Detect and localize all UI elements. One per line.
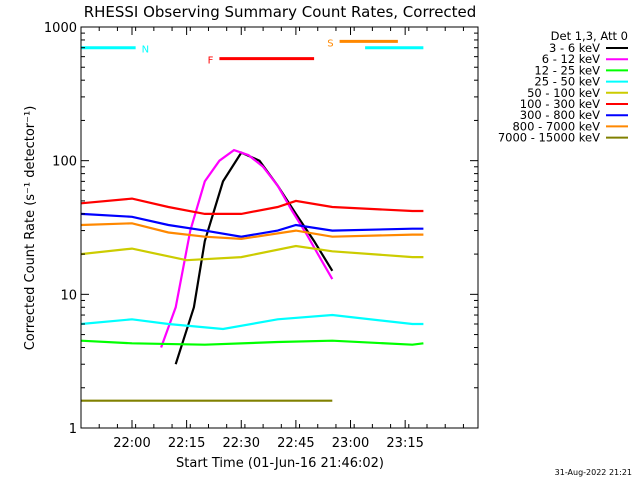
series-line-2 bbox=[80, 339, 424, 346]
legend-label-1: 6 - 12 keV bbox=[542, 52, 600, 66]
x-tick-label-3: 22:45 bbox=[277, 436, 314, 451]
series-line-1 bbox=[160, 148, 334, 348]
series-line-3 bbox=[80, 313, 424, 331]
legend-label-2: 12 - 25 keV bbox=[534, 63, 600, 77]
chart-title: RHESSI Observing Summary Count Rates, Co… bbox=[84, 3, 477, 21]
y-axis: 1 10 100 1000 bbox=[44, 21, 478, 437]
annotation-label-0: N bbox=[142, 45, 149, 56]
legend-label-6: 300 - 800 keV bbox=[520, 108, 600, 122]
x-tick-label-1: 22:15 bbox=[168, 436, 205, 451]
series-line-6 bbox=[80, 212, 424, 238]
series-line-5 bbox=[80, 197, 424, 215]
legend-label-8: 7000 - 15000 keV bbox=[498, 131, 600, 145]
legend-label-7: 800 - 7000 keV bbox=[512, 119, 600, 133]
legend-label-5: 100 - 300 keV bbox=[520, 97, 600, 111]
footer-date: 31-Aug-2022 21:21 bbox=[555, 468, 632, 477]
legend-label-4: 50 - 100 keV bbox=[527, 86, 600, 100]
legend-label-3: 25 - 50 keV bbox=[534, 75, 600, 89]
x-tick-label-0: 22:00 bbox=[113, 436, 150, 451]
series-line-7 bbox=[80, 222, 424, 241]
x-tick-label-4: 23:00 bbox=[332, 436, 369, 451]
x-tick-label-5: 23:15 bbox=[386, 436, 423, 451]
legend-label-0: 3 - 6 keV bbox=[549, 41, 600, 55]
x-axis-label: Start Time (01-Jun-16 21:46:02) bbox=[176, 456, 384, 471]
y-tick-label-3: 1000 bbox=[44, 21, 77, 36]
y-tick-label-0: 1 bbox=[69, 422, 77, 437]
annotation-label-1: F bbox=[208, 56, 214, 67]
x-tick-label-2: 22:30 bbox=[223, 436, 260, 451]
x-axis: 22:00 22:15 22:30 22:45 23:00 23:15 bbox=[80, 27, 464, 451]
annotation-label-2: S bbox=[327, 38, 333, 49]
plot-area: N F S bbox=[80, 38, 424, 402]
y-tick-label-1: 10 bbox=[60, 288, 77, 303]
series-line-4 bbox=[80, 244, 424, 262]
legend-title: Det 1,3, Att 0 bbox=[551, 29, 628, 43]
y-tick-label-2: 100 bbox=[52, 155, 77, 170]
y-axis-label: Corrected Count Rate (s⁻¹ detector⁻¹) bbox=[23, 106, 38, 351]
plot-frame bbox=[80, 26, 479, 429]
